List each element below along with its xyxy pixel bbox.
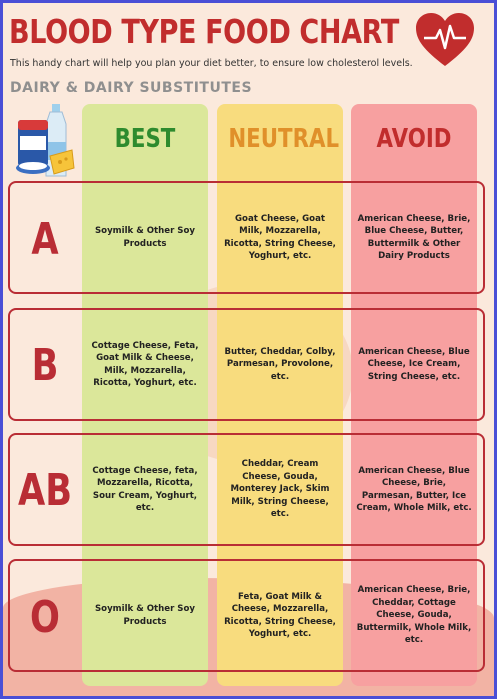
best-column [82,104,208,686]
blood-type-label: O [30,592,60,643]
row-type-b [8,308,485,421]
cell-avoid: American Cheese, Brie, Blue Cheese, Butt… [357,213,471,261]
cell-neutral: Feta, Goat Milk & Cheese, Mozzarella, Ri… [224,591,336,639]
dairy-products-icon [16,104,75,177]
neutral-column [217,104,343,686]
page-subtitle: This handy chart will help you plan your… [10,58,413,69]
cell-avoid: American Cheese, Blue Cheese, Brie, Parm… [356,465,472,513]
cell-avoid: American Cheese, Brie, Cheddar, Cottage … [356,585,472,646]
cell-neutral: Cheddar, Cream Cheese, Gouda, Monterey J… [230,459,330,520]
neutral-column-header: NEUTRAL [228,124,340,154]
cell-neutral: Butter, Cheddar, Colby, Parmesan, Provol… [224,346,336,382]
heart-rate-icon [416,13,474,66]
cell-best: Cottage Cheese, feta, Mozzarella, Ricott… [92,465,198,513]
section-heading: DAIRY & DAIRY SUBSTITUTES [10,80,253,96]
cell-avoid: American Cheese, Blue Cheese, Ice Cream,… [358,346,470,382]
row-type-o [8,559,485,672]
page-title: BLOOD TYPE FOOD CHART [9,12,399,51]
avoid-column-header: AVOID [376,124,452,154]
best-column-header: BEST [114,124,176,154]
blood-type-label: A [31,214,59,265]
cell-best: Soymilk & Other Soy Products [94,226,196,249]
blood-type-label: AB [17,465,73,516]
cell-best: Soymilk & Other Soy Products [94,604,196,627]
cell-best: Cottage Cheese, Feta, Goat Milk & Cheese… [91,340,199,388]
avoid-column [351,104,477,686]
row-type-a [8,181,485,294]
row-type-ab [8,433,485,546]
cell-neutral: Goat Cheese, Goat Milk, Mozzarella, Rico… [224,213,336,261]
blood-type-label: B [31,340,59,391]
